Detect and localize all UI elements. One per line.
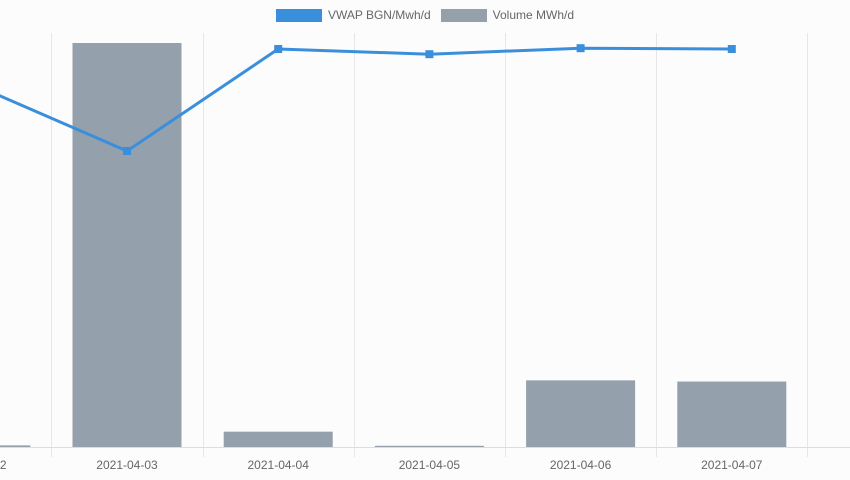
legend-swatch-volume bbox=[440, 8, 487, 22]
line-point bbox=[425, 50, 434, 59]
bar bbox=[677, 381, 787, 447]
legend: VWAP BGN/Mwh/d Volume MWh/d bbox=[0, 8, 850, 22]
bar bbox=[72, 43, 182, 447]
x-tick-label: 2021-04-03 bbox=[96, 458, 158, 472]
legend-item-volume[interactable]: Volume MWh/d bbox=[440, 8, 575, 22]
legend-label-volume: Volume MWh/d bbox=[492, 8, 575, 22]
legend-label-vwap: VWAP BGN/Mwh/d bbox=[327, 8, 431, 22]
line-point bbox=[123, 147, 131, 155]
bar bbox=[526, 380, 636, 447]
line-point bbox=[576, 44, 585, 53]
x-tick-label: 2021-04-04 bbox=[248, 458, 310, 472]
x-tick-label: 2021-04-05 bbox=[399, 458, 461, 472]
x-tick-label: 2021-04-02 bbox=[0, 458, 7, 472]
bar bbox=[374, 445, 484, 447]
x-tick-label: 2021-04-06 bbox=[550, 458, 612, 472]
line-point bbox=[727, 45, 736, 53]
x-tick-label: 2021-04-07 bbox=[701, 458, 763, 472]
series-line bbox=[0, 46, 732, 153]
legend-swatch-vwap bbox=[275, 8, 322, 22]
bar bbox=[0, 445, 31, 447]
line-point bbox=[274, 45, 283, 53]
legend-item-vwap[interactable]: VWAP BGN/Mwh/d bbox=[275, 8, 431, 22]
bar bbox=[223, 431, 333, 447]
